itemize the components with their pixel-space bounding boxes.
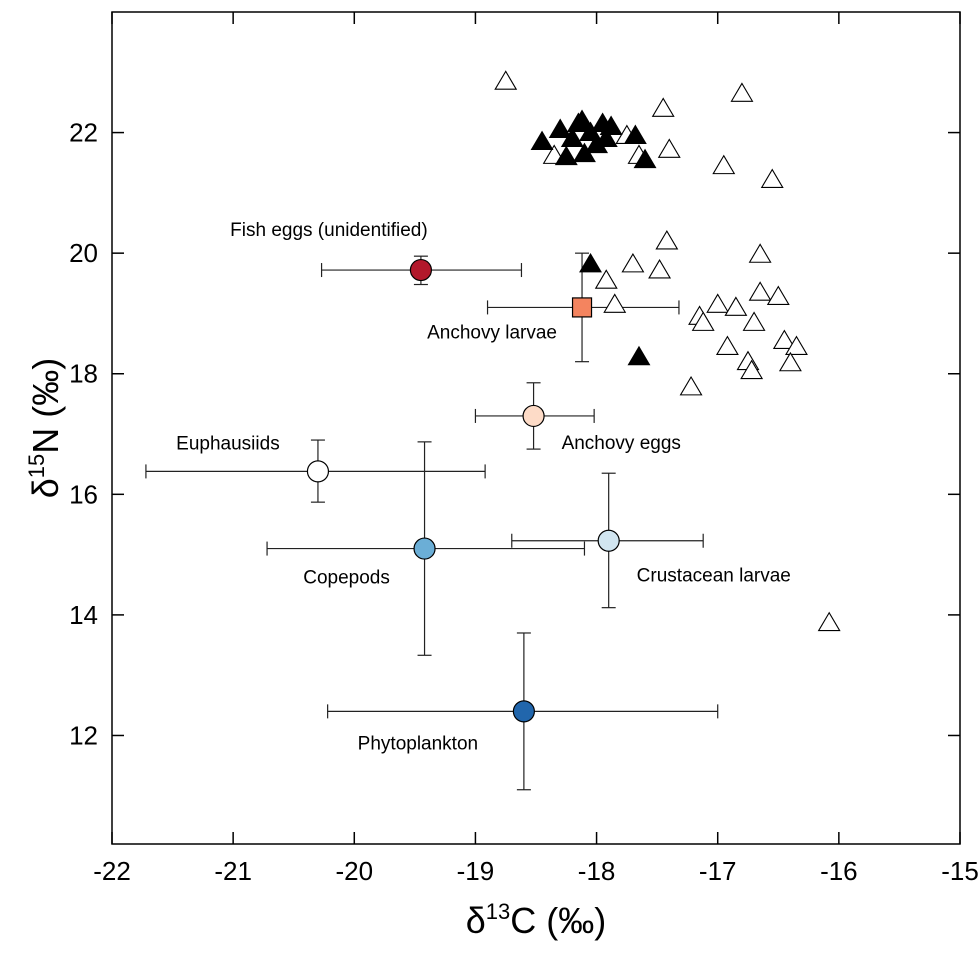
open-triangle-point xyxy=(817,611,841,632)
group-label: Copepods xyxy=(303,568,390,589)
group-label: Anchovy eggs xyxy=(562,433,681,454)
open-triangle-point xyxy=(494,70,518,90)
group-label: Fish eggs (unidentified) xyxy=(230,220,428,241)
open-triangle-point xyxy=(730,82,754,102)
y-axis-title: δ15N (‰) xyxy=(24,358,66,499)
open-triangle-point xyxy=(594,269,618,289)
open-triangle-point xyxy=(748,281,772,301)
y-tick-labels: 12 14 16 18 20 22 xyxy=(69,118,98,751)
axis-ticks xyxy=(111,12,961,844)
group-label: Anchovy larvae xyxy=(427,322,557,343)
filled-triangle-point xyxy=(594,127,618,148)
y-tick-label: 18 xyxy=(69,359,98,389)
group-markers xyxy=(306,258,620,723)
open-triangle-point xyxy=(748,243,772,263)
filled-triangle-point xyxy=(530,130,554,151)
open-triangle-point xyxy=(778,351,802,372)
filled-triangle-point xyxy=(548,118,572,138)
x-tick-label: -19 xyxy=(457,856,495,886)
group-labels: Fish eggs (unidentified) Anchovy larvae An… xyxy=(176,220,791,754)
open-triangle-point xyxy=(760,168,784,189)
group-marker xyxy=(571,297,593,318)
open-triangle-point xyxy=(772,329,796,350)
open-triangle-point xyxy=(691,311,715,331)
open-triangle-point xyxy=(657,138,681,158)
y-tick-label: 12 xyxy=(69,720,98,750)
filled-triangle-point xyxy=(627,345,651,366)
filled-triangle-point xyxy=(554,145,578,166)
group-label: Phytoplankton xyxy=(358,733,478,754)
triangle-points xyxy=(494,70,841,632)
filled-triangle-point xyxy=(633,148,657,169)
open-triangle-point xyxy=(724,296,748,316)
y-tick-label: 14 xyxy=(69,600,98,630)
open-triangle-point xyxy=(784,335,808,356)
x-tick-label: -21 xyxy=(214,856,252,886)
x-axis-title: δ13C (‰) xyxy=(466,899,607,941)
open-triangle-point xyxy=(679,375,703,396)
open-triangle-point xyxy=(706,293,730,313)
open-triangle-point xyxy=(742,311,766,331)
group-marker xyxy=(306,460,330,483)
open-triangle-point xyxy=(648,258,672,279)
y-tick-label: 16 xyxy=(69,479,98,509)
filled-triangle-point xyxy=(560,127,584,148)
plot-frame xyxy=(111,11,961,845)
group-marker xyxy=(597,529,620,552)
open-triangle-point xyxy=(715,335,739,356)
open-triangle-point xyxy=(621,252,645,273)
filled-triangle-point xyxy=(579,252,602,273)
filled-triangle-point xyxy=(623,124,647,145)
x-tick-label: -20 xyxy=(335,856,373,886)
x-tick-label: -15 xyxy=(941,856,979,886)
group-label: Crustacean larvae xyxy=(637,566,791,587)
group-label: Euphausiids xyxy=(176,433,280,454)
x-tick-label: -22 xyxy=(93,856,131,886)
open-triangle-point xyxy=(712,154,736,175)
y-tick-label: 20 xyxy=(69,238,98,268)
group-marker xyxy=(512,700,535,723)
open-triangle-point xyxy=(766,285,790,305)
group-marker xyxy=(522,404,545,428)
group-marker xyxy=(413,537,436,560)
x-tick-label: -17 xyxy=(699,856,737,886)
x-tick-labels: -22 -21 -20 -19 -18 -17 -16 -15 xyxy=(93,856,979,886)
open-triangle-point xyxy=(655,230,679,250)
filled-triangle-point xyxy=(570,109,594,129)
y-tick-label: 22 xyxy=(69,118,98,148)
open-triangle-point xyxy=(740,359,764,380)
filled-triangle-point xyxy=(599,115,623,135)
x-tick-label: -18 xyxy=(578,856,616,886)
x-tick-label: -16 xyxy=(820,856,858,886)
open-triangle-point xyxy=(651,97,675,117)
open-triangle-point xyxy=(603,293,627,313)
group-marker xyxy=(409,258,433,282)
